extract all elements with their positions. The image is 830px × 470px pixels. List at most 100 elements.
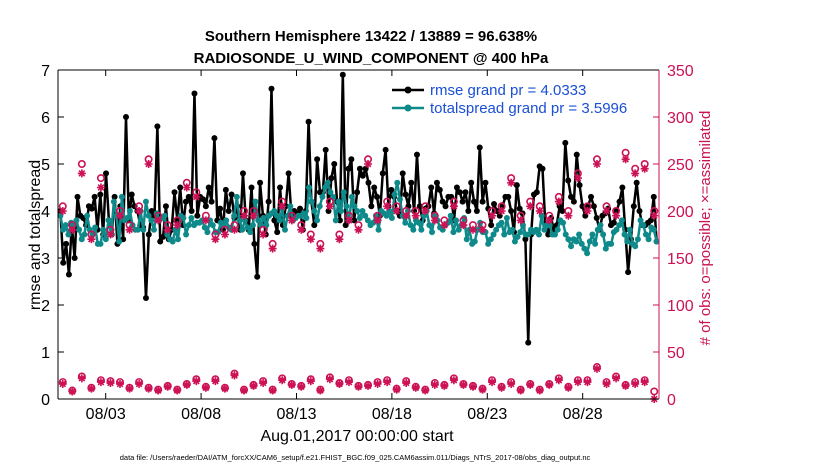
series-point-rmse: [274, 229, 281, 236]
y-right-tick-label: 200: [667, 204, 694, 221]
series-point-rmse: [382, 146, 389, 153]
series-point-rmse: [314, 156, 321, 163]
series-point-totalspread: [308, 198, 315, 205]
y-right-tick-label: 150: [667, 251, 694, 268]
obs-assimilated-marker: [192, 192, 201, 201]
obs-assimilated-marker: [297, 225, 306, 234]
obs-possible-marker: [96, 174, 105, 183]
series-point-totalspread: [634, 236, 641, 243]
y-right-tick-label: 100: [667, 298, 694, 315]
y-right-tick-label: 250: [667, 157, 694, 174]
obs-assimilated-marker: [135, 379, 144, 388]
series-point-totalspread: [60, 226, 67, 233]
series-point-rmse: [297, 205, 304, 212]
series-point-totalspread: [388, 215, 395, 222]
series-point-rmse: [285, 170, 292, 177]
series-point-totalspread: [637, 217, 644, 224]
series-point-totalspread: [503, 215, 510, 222]
obs-assimilated-marker: [564, 383, 573, 392]
footnote: data file: /Users/raeder/DAI/ATM_forcXX/…: [120, 453, 591, 462]
obs-assimilated-marker: [354, 382, 363, 391]
series-point-totalspread: [236, 217, 243, 224]
series-point-rmse: [453, 184, 460, 191]
series-point-totalspread: [581, 245, 588, 252]
series-point-rmse: [65, 271, 72, 278]
series-point-rmse: [416, 203, 423, 210]
chart-subtitle: RADIOSONDE_U_WIND_COMPONENT @ 400 hPa: [194, 50, 549, 67]
y-tick-label: 6: [41, 110, 50, 127]
obs-assimilated-marker: [364, 381, 373, 390]
obs-assimilated-marker: [602, 207, 611, 215]
series-point-totalspread: [573, 238, 580, 245]
obs-assimilated-marker: [306, 235, 315, 244]
obs-assimilated-marker: [268, 386, 277, 395]
y-tick-label: 1: [41, 345, 50, 362]
series-point-totalspread: [640, 222, 647, 229]
obs-assimilated-marker: [478, 225, 487, 234]
series-point-totalspread: [209, 222, 216, 229]
series-point-totalspread: [300, 210, 307, 217]
series-point-totalspread: [169, 238, 176, 245]
series-point-rmse: [533, 189, 540, 196]
series-point-rmse: [60, 259, 67, 266]
series-point-totalspread: [429, 229, 436, 236]
obs-assimilated-marker: [583, 207, 592, 215]
series-point-totalspread: [426, 222, 433, 229]
series-point-totalspread: [78, 236, 85, 243]
obs-assimilated-marker: [278, 202, 287, 211]
series-point-rmse: [331, 161, 338, 167]
series-point-totalspread: [244, 224, 251, 231]
y-axis-label-right: # of obs: o=possible; ×=assimilated: [697, 111, 714, 346]
series-point-totalspread: [383, 212, 390, 219]
series-point-totalspread: [124, 215, 131, 222]
y-tick-label: 5: [41, 157, 50, 174]
obs-assimilated-marker: [163, 225, 172, 234]
series-point-rmse: [222, 186, 229, 193]
series-point-totalspread: [568, 243, 575, 250]
series-point-totalspread: [150, 226, 157, 233]
series-point-totalspread: [642, 231, 649, 238]
series-point-rmse: [413, 151, 420, 158]
series-point-rmse: [433, 179, 440, 186]
series-point-rmse: [268, 85, 275, 92]
series-point-totalspread: [303, 215, 310, 222]
series-point-totalspread: [223, 217, 230, 224]
obs-assimilated-marker: [173, 386, 182, 395]
series-point-rmse: [590, 203, 597, 210]
series-point-totalspread: [592, 240, 599, 247]
series-point-rmse: [145, 231, 152, 238]
series-point-totalspread: [613, 226, 620, 233]
obs-assimilated-marker: [163, 382, 172, 391]
x-tick-label: 08/18: [372, 406, 412, 423]
series-point-totalspread: [273, 212, 280, 219]
series-point-totalspread: [597, 222, 604, 229]
series-point-rmse: [91, 193, 98, 200]
obs-assimilated-marker: [459, 380, 468, 389]
series-point-rmse: [456, 189, 463, 196]
series-point-totalspread: [445, 219, 452, 226]
obs-assimilated-marker: [344, 378, 353, 387]
obs-assimilated-marker: [249, 381, 258, 390]
series-point-rmse: [545, 231, 552, 238]
series-point-rmse: [559, 208, 566, 214]
obs-assimilated-marker: [631, 169, 640, 178]
series-point-totalspread: [204, 229, 211, 236]
series-point-rmse: [630, 203, 637, 210]
y-right-tick-label: 350: [667, 63, 694, 80]
series-point-totalspread: [594, 226, 601, 233]
series-point-totalspread: [616, 222, 623, 229]
obs-assimilated-marker: [383, 202, 392, 211]
obs-assimilated-marker: [354, 225, 363, 234]
series-point-totalspread: [471, 238, 478, 245]
series-point-rmse: [354, 189, 361, 196]
series-point-rmse: [619, 184, 626, 191]
series-point-totalspread: [602, 245, 609, 252]
series-point-totalspread: [97, 240, 104, 247]
x-tick-label: 08/08: [181, 406, 221, 423]
obs-assimilated-marker: [640, 378, 649, 387]
series-point-totalspread: [324, 179, 331, 186]
x-tick-label: 08/28: [563, 406, 603, 423]
obs-assimilated-marker: [230, 371, 239, 380]
series-point-totalspread: [102, 236, 109, 243]
series-point-rmse: [570, 198, 577, 205]
